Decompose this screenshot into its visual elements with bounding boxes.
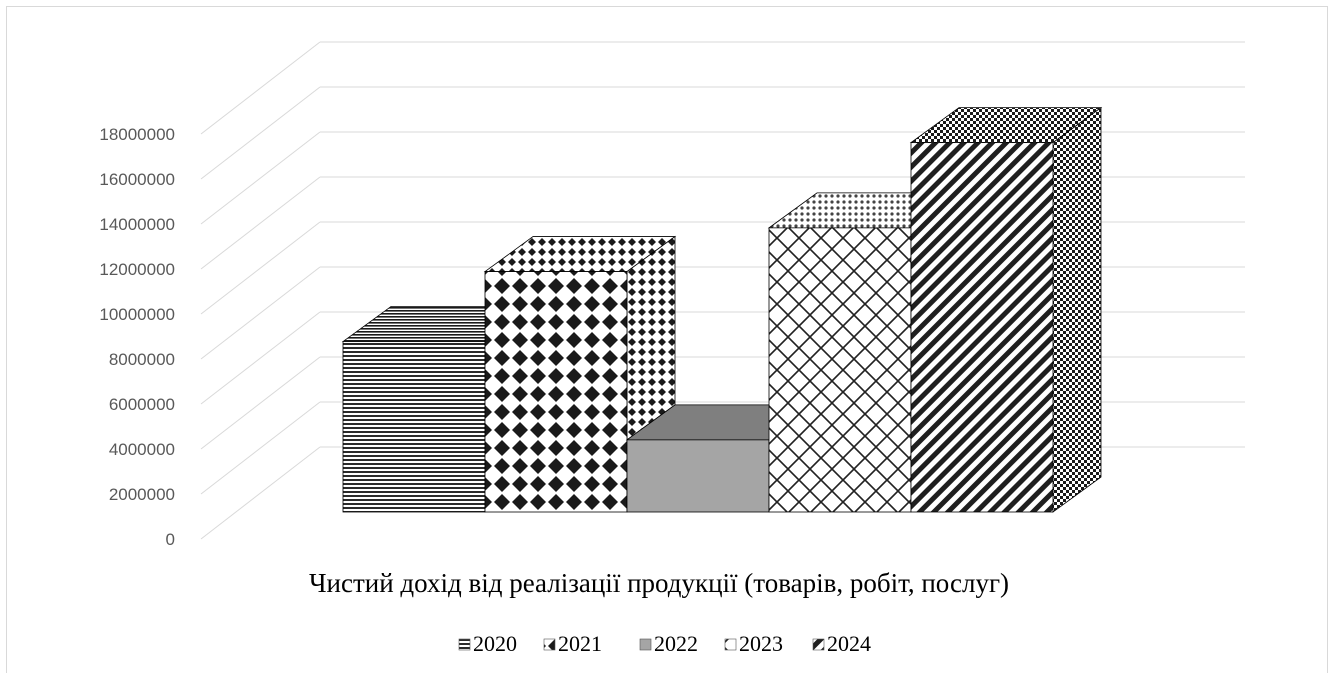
bar-side-2024	[1052, 106, 1102, 513]
legend-label-2023: 2023	[739, 631, 783, 656]
y-tick-label-5: 10000000	[99, 305, 175, 324]
bar-front-2022	[626, 439, 770, 513]
y-tick-label-3: 6000000	[109, 395, 175, 414]
y-axis-ticks: 0 2000000 4000000 6000000 8000000 10000000 120…	[99, 125, 175, 549]
bar-front-2021	[484, 271, 628, 513]
y-tick-label-1: 2000000	[109, 485, 175, 504]
y-tick-label-6: 12000000	[99, 260, 175, 279]
legend-label-2024: 2024	[827, 631, 871, 656]
chart-svg: 0 2000000 4000000 6000000 8000000 10000000 120…	[99, 41, 1245, 656]
gridline-9	[200, 41, 1245, 135]
legend-swatch-2024	[812, 638, 825, 651]
chart-frame: 0 2000000 4000000 6000000 8000000 10000000 120…	[6, 6, 1328, 673]
y-tick-label-7: 14000000	[99, 215, 175, 234]
legend: 2020 2021 2022 2023 2024	[458, 631, 871, 656]
legend-label-2020: 2020	[473, 631, 517, 656]
bar-2024	[909, 106, 1103, 513]
legend-swatch-2023	[724, 638, 737, 651]
legend-label-2022: 2022	[654, 631, 698, 656]
gridline-8	[200, 86, 1245, 180]
legend-label-2021: 2021	[558, 631, 602, 656]
y-tick-label-9: 18000000	[99, 125, 175, 144]
bars	[341, 106, 1103, 513]
bar-front-2020	[342, 341, 486, 513]
bar-front-2023	[768, 227, 912, 513]
legend-item-2022: 2022	[639, 631, 698, 656]
y-tick-label-2: 4000000	[109, 440, 175, 459]
y-tick-label-4: 8000000	[109, 350, 175, 369]
legend-swatch-2021	[543, 638, 556, 651]
legend-swatch-2022	[639, 638, 652, 651]
legend-item-2021: 2021	[543, 631, 602, 656]
legend-item-2020: 2020	[458, 631, 517, 656]
legend-item-2023: 2023	[724, 631, 783, 656]
legend-item-2024: 2024	[812, 631, 871, 656]
bar-2021	[483, 235, 677, 513]
y-tick-label-8: 16000000	[99, 170, 175, 189]
legend-swatch-2020	[458, 638, 471, 651]
bar-side-2021	[626, 235, 676, 441]
category-label: Чистий дохід від реалізації продукції (т…	[309, 568, 1009, 598]
bar-front-2024	[910, 142, 1054, 513]
y-tick-label-0: 0	[166, 530, 175, 549]
